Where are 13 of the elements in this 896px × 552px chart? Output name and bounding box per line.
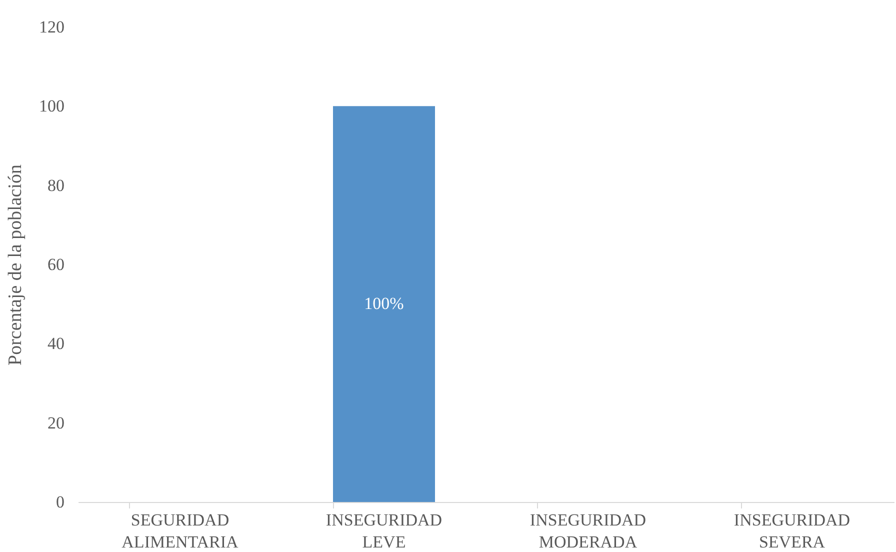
y-tick-label: 80 (48, 176, 64, 195)
y-tick-label: 20 (48, 413, 64, 432)
x-tick-label: INSEGURIDAD SEVERA (734, 510, 850, 552)
data-label: 100% (364, 294, 404, 314)
x-tick-label: SEGURIDAD ALIMENTARIA (122, 510, 240, 552)
y-tick-label: 100 (39, 96, 64, 116)
y-tick-label: 40 (48, 334, 64, 354)
y-tick-label: 120 (39, 18, 64, 36)
y-axis-title: Porcentaje de la población (5, 164, 26, 366)
y-tick-label: 0 (56, 492, 64, 512)
x-tick-label: INSEGURIDAD MODERADA (530, 510, 646, 552)
y-tick-label: 60 (48, 255, 64, 274)
x-tick-label: INSEGURIDAD LEVE (326, 510, 442, 552)
